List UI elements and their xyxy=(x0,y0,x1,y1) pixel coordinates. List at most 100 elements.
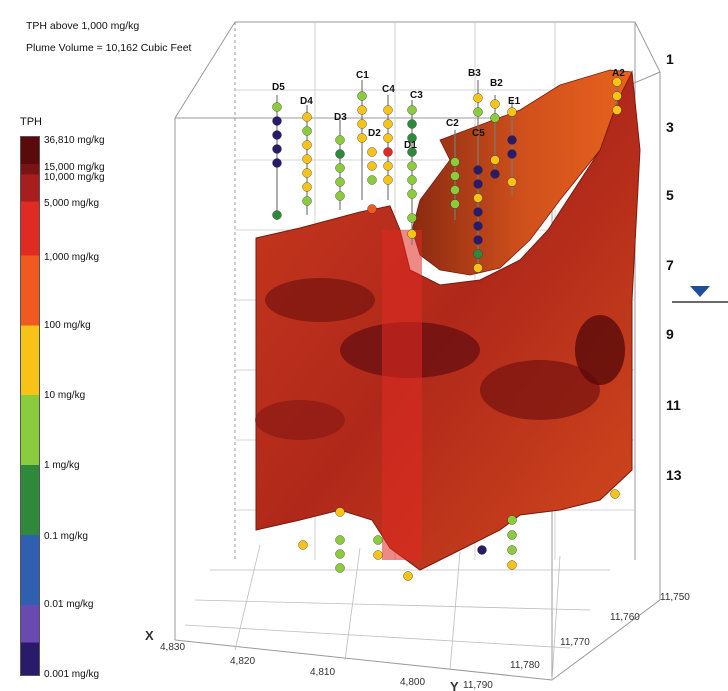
plume-volume: Plume Volume = 10,162 Cubic Feet xyxy=(26,42,192,54)
zone-dark xyxy=(265,278,375,322)
sample-point xyxy=(367,204,377,214)
sample-point xyxy=(407,189,417,199)
well-label: E1 xyxy=(508,96,521,107)
sample-point xyxy=(272,144,282,154)
sample-point xyxy=(407,229,417,239)
x-tick: 4,800 xyxy=(400,677,425,688)
sample-point xyxy=(383,161,393,171)
sample-point xyxy=(450,157,460,167)
sample-point xyxy=(367,175,377,185)
sample-point xyxy=(507,135,517,145)
zone-dark xyxy=(255,400,345,440)
legend-label: 100 mg/kg xyxy=(44,320,91,331)
axis-labels: X 4,830 4,820 4,810 4,800 Y 11,790 11,78… xyxy=(145,592,690,691)
sample-point xyxy=(490,169,500,179)
legend-label: 1 mg/kg xyxy=(44,460,80,471)
sample-point xyxy=(450,199,460,209)
well-label: C3 xyxy=(410,90,423,101)
sample-point xyxy=(272,210,282,220)
sample-point xyxy=(373,535,383,545)
sample-point xyxy=(490,99,500,109)
sample-point xyxy=(335,563,345,573)
sample-point xyxy=(473,221,483,231)
y-tick: 11,780 xyxy=(510,660,540,671)
plume-title: TPH above 1,000 mg/kg xyxy=(26,20,140,32)
sample-point xyxy=(450,185,460,195)
sample-point xyxy=(335,549,345,559)
well-label: C5 xyxy=(472,128,485,139)
sample-point xyxy=(473,263,483,273)
high-concentration-zones xyxy=(255,230,625,560)
sample-point xyxy=(610,489,620,499)
sample-point xyxy=(473,235,483,245)
sample-point xyxy=(507,545,517,555)
box-top-back-edge xyxy=(235,21,661,73)
sample-point xyxy=(357,91,367,101)
well-label: D3 xyxy=(334,112,347,123)
sample-point xyxy=(357,105,367,115)
sample-point xyxy=(407,213,417,223)
depth-label: 5 xyxy=(666,187,674,203)
legend-label: 10,000 mg/kg xyxy=(44,172,105,183)
y-tick: 11,790 xyxy=(463,680,493,691)
sample-point xyxy=(335,163,345,173)
well-label: B2 xyxy=(490,78,503,89)
sample-point xyxy=(302,126,312,136)
x-tick: 4,820 xyxy=(230,656,255,667)
sample-point xyxy=(507,149,517,159)
sample-point xyxy=(383,133,393,143)
sample-point xyxy=(473,179,483,189)
legend-label: 0.1 mg/kg xyxy=(44,531,88,542)
sample-point xyxy=(302,112,312,122)
sample-point xyxy=(612,77,622,87)
x-tick: 4,830 xyxy=(160,642,185,653)
well-label: C2 xyxy=(446,118,459,129)
sample-point xyxy=(407,147,417,157)
depth-label: 1 xyxy=(666,51,674,67)
sample-point xyxy=(473,207,483,217)
y-axis-name: Y xyxy=(450,679,459,691)
well-label: D5 xyxy=(272,82,285,93)
well-label: C4 xyxy=(382,84,395,95)
y-tick: 11,770 xyxy=(560,637,590,648)
y-tick: 11,760 xyxy=(610,612,640,623)
well-label: D2 xyxy=(368,128,381,139)
sample-point xyxy=(473,93,483,103)
zone-dark xyxy=(575,315,625,385)
sample-point xyxy=(407,133,417,143)
sample-point xyxy=(383,175,393,185)
sample-point xyxy=(407,105,417,115)
well-label: C1 xyxy=(356,70,369,81)
sample-point xyxy=(507,107,517,117)
sample-point xyxy=(272,102,282,112)
water-table-triangle-icon xyxy=(690,286,710,297)
sample-point xyxy=(335,191,345,201)
well-label: A2 xyxy=(612,68,625,79)
legend-title: TPH xyxy=(20,116,42,128)
legend-label: 15,000 mg/kg xyxy=(44,162,105,173)
sample-point xyxy=(477,545,487,555)
sample-point xyxy=(507,515,517,525)
well-label: D1 xyxy=(404,140,417,151)
zone-bright xyxy=(382,230,422,560)
y-tick: 11,750 xyxy=(660,592,690,603)
sample-point xyxy=(612,105,622,115)
depth-label: 11 xyxy=(666,397,681,413)
sample-point xyxy=(383,119,393,129)
sample-point xyxy=(367,161,377,171)
sample-point xyxy=(302,196,312,206)
sample-point xyxy=(407,161,417,171)
well-label: B3 xyxy=(468,68,481,79)
sample-points xyxy=(272,77,622,581)
sample-point xyxy=(272,116,282,126)
sample-point xyxy=(473,193,483,203)
depth-label: 13 xyxy=(666,467,682,483)
sample-point xyxy=(383,147,393,157)
sample-point xyxy=(473,165,483,175)
sample-point xyxy=(473,249,483,259)
sample-point xyxy=(507,530,517,540)
zone-dark xyxy=(480,360,600,420)
sample-point xyxy=(272,158,282,168)
